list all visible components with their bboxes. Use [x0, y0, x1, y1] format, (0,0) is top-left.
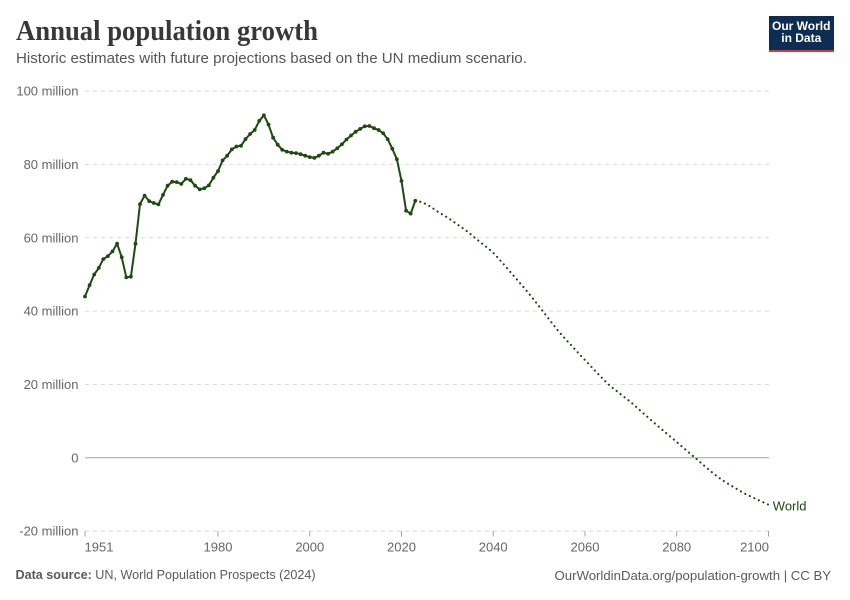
- svg-text:2080: 2080: [662, 540, 691, 555]
- svg-text:100 million: 100 million: [16, 84, 78, 99]
- svg-text:2040: 2040: [479, 540, 508, 555]
- svg-text:80 million: 80 million: [24, 157, 79, 172]
- svg-text:0: 0: [71, 450, 78, 465]
- svg-text:-20 million: -20 million: [19, 524, 78, 539]
- svg-text:2000: 2000: [295, 540, 324, 555]
- svg-text:20 million: 20 million: [24, 377, 79, 392]
- svg-text:2100: 2100: [740, 540, 769, 555]
- svg-text:40 million: 40 million: [24, 304, 79, 319]
- svg-text:1980: 1980: [204, 540, 233, 555]
- svg-text:2060: 2060: [571, 540, 600, 555]
- svg-text:1951: 1951: [85, 540, 114, 555]
- svg-text:60 million: 60 million: [24, 230, 79, 245]
- svg-text:World: World: [773, 499, 807, 514]
- svg-text:2020: 2020: [387, 540, 416, 555]
